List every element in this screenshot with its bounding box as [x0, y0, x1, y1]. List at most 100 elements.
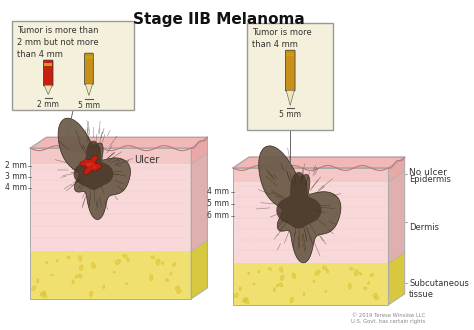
Polygon shape — [85, 84, 92, 96]
Ellipse shape — [79, 255, 82, 261]
Polygon shape — [388, 171, 405, 263]
Ellipse shape — [326, 269, 328, 273]
Ellipse shape — [374, 296, 379, 300]
Polygon shape — [30, 148, 191, 164]
Text: 3 mm: 3 mm — [5, 172, 27, 182]
Ellipse shape — [315, 270, 320, 276]
Ellipse shape — [348, 283, 352, 289]
Ellipse shape — [32, 286, 36, 291]
Ellipse shape — [280, 267, 283, 272]
Ellipse shape — [280, 283, 283, 287]
Ellipse shape — [177, 290, 182, 293]
Polygon shape — [191, 240, 208, 299]
Ellipse shape — [87, 163, 90, 166]
Ellipse shape — [248, 272, 250, 275]
Polygon shape — [233, 263, 388, 305]
Polygon shape — [44, 85, 52, 95]
Ellipse shape — [125, 283, 128, 285]
Ellipse shape — [151, 256, 155, 259]
Ellipse shape — [91, 263, 95, 269]
Ellipse shape — [313, 280, 315, 282]
Ellipse shape — [243, 297, 248, 303]
Text: Stage IIB Melanoma: Stage IIB Melanoma — [133, 12, 305, 27]
Polygon shape — [30, 137, 208, 148]
Ellipse shape — [170, 273, 172, 275]
Polygon shape — [80, 155, 102, 175]
Ellipse shape — [273, 288, 275, 292]
Polygon shape — [259, 146, 341, 263]
Polygon shape — [388, 157, 405, 182]
Ellipse shape — [280, 275, 284, 280]
Text: Ulcer: Ulcer — [134, 155, 159, 165]
Polygon shape — [233, 168, 388, 182]
Text: Subcutaneous
tissue: Subcutaneous tissue — [409, 279, 469, 299]
Ellipse shape — [72, 280, 74, 284]
Ellipse shape — [89, 163, 93, 165]
Ellipse shape — [234, 293, 238, 298]
Ellipse shape — [367, 281, 370, 284]
Text: 5 mm: 5 mm — [78, 101, 100, 110]
Text: Tumor is more than
2 mm but not more
than 4 mm: Tumor is more than 2 mm but not more tha… — [17, 26, 98, 59]
Bar — [85, 56, 92, 59]
Ellipse shape — [36, 279, 39, 283]
Ellipse shape — [156, 259, 160, 265]
Ellipse shape — [359, 272, 362, 275]
Polygon shape — [388, 252, 405, 305]
Polygon shape — [58, 118, 130, 219]
Ellipse shape — [322, 266, 327, 270]
Ellipse shape — [303, 292, 305, 296]
Ellipse shape — [149, 275, 153, 280]
Polygon shape — [233, 157, 405, 168]
FancyBboxPatch shape — [247, 23, 333, 130]
Text: Dermis: Dermis — [409, 223, 439, 232]
Polygon shape — [30, 251, 191, 299]
Ellipse shape — [46, 261, 47, 264]
Ellipse shape — [373, 293, 377, 297]
Ellipse shape — [239, 287, 241, 291]
Ellipse shape — [253, 283, 255, 285]
Text: 4 mm: 4 mm — [207, 187, 229, 196]
Ellipse shape — [51, 274, 53, 276]
Ellipse shape — [244, 299, 249, 304]
Polygon shape — [73, 141, 113, 190]
Polygon shape — [233, 182, 388, 263]
Ellipse shape — [161, 262, 164, 264]
Ellipse shape — [268, 267, 272, 270]
Ellipse shape — [103, 285, 105, 289]
Text: 5 mm: 5 mm — [279, 111, 301, 119]
FancyBboxPatch shape — [285, 50, 295, 91]
Text: 6 mm: 6 mm — [207, 211, 229, 220]
Ellipse shape — [42, 293, 47, 298]
Ellipse shape — [75, 276, 78, 278]
Ellipse shape — [363, 287, 367, 290]
Ellipse shape — [354, 270, 358, 276]
Ellipse shape — [93, 166, 96, 168]
Ellipse shape — [79, 265, 83, 271]
Ellipse shape — [89, 291, 93, 297]
Ellipse shape — [276, 284, 279, 287]
Ellipse shape — [292, 273, 296, 279]
Ellipse shape — [325, 290, 327, 292]
Ellipse shape — [127, 258, 129, 262]
Ellipse shape — [290, 297, 293, 303]
Ellipse shape — [67, 256, 70, 259]
Polygon shape — [286, 90, 294, 106]
Ellipse shape — [349, 267, 353, 270]
Ellipse shape — [115, 259, 120, 265]
Text: Tumor is more
than 4 mm: Tumor is more than 4 mm — [252, 28, 311, 49]
Text: 4 mm: 4 mm — [5, 183, 27, 192]
Text: © 2019 Terese Winslow LLC
U.S. Govt. has certain rights: © 2019 Terese Winslow LLC U.S. Govt. has… — [351, 313, 426, 324]
Polygon shape — [191, 137, 208, 164]
Bar — [44, 63, 52, 66]
FancyBboxPatch shape — [12, 21, 134, 111]
FancyBboxPatch shape — [84, 53, 93, 85]
Ellipse shape — [79, 274, 82, 278]
Polygon shape — [30, 164, 191, 251]
Ellipse shape — [56, 260, 58, 262]
Ellipse shape — [175, 286, 180, 290]
Text: Epidermis: Epidermis — [409, 175, 451, 184]
FancyBboxPatch shape — [44, 60, 53, 86]
Ellipse shape — [113, 271, 116, 273]
Text: 5 mm: 5 mm — [207, 199, 229, 208]
Ellipse shape — [173, 263, 176, 267]
